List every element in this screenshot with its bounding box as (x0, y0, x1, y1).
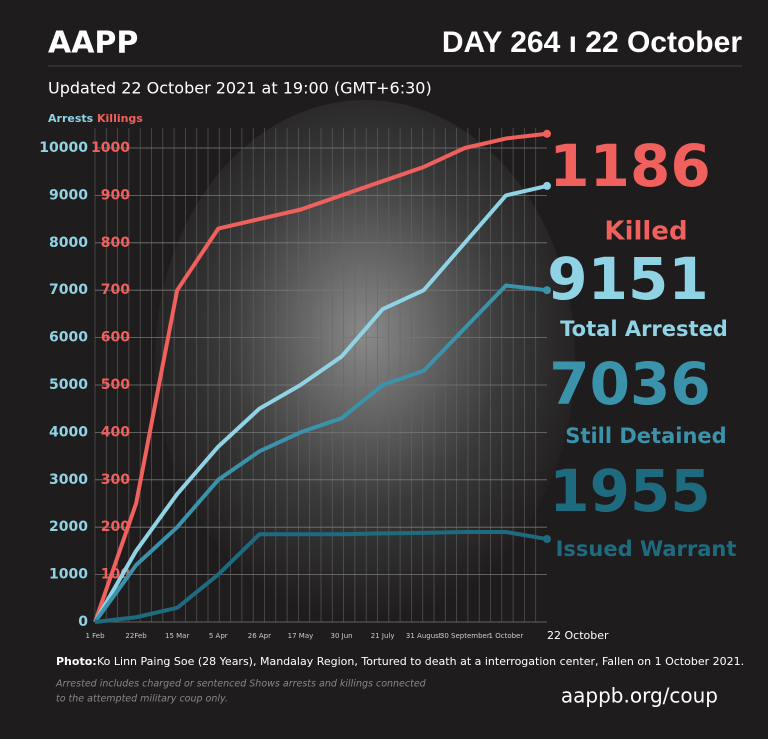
portrait-photo (155, 100, 575, 620)
y-tick-label: 7000 (49, 282, 88, 298)
stat-number: 1955 (549, 457, 710, 525)
x-tick-label: 5 Apr (209, 632, 228, 640)
y2-tick-label: 700 (101, 282, 130, 298)
photo-caption: Ko Linn Paing Soe (28 Years), Mandalay R… (97, 655, 744, 668)
x-tick-label: 21 July (371, 632, 395, 640)
x-tick-label: 1 Feb (85, 632, 105, 640)
y-tick-label: 9000 (49, 187, 88, 203)
y2-tick-label: 1000 (91, 140, 130, 156)
note: Arrested includes charged or sentenced S… (55, 679, 427, 690)
series-line (93, 183, 548, 624)
stat-number: 7036 (549, 350, 710, 418)
y2-tick-label: 900 (101, 187, 130, 203)
x-tick-label: 22 October (547, 629, 609, 642)
y2-tick-label: 400 (101, 424, 130, 440)
stat-label: Total Arrested (560, 317, 728, 341)
url: aappb.org/coup (561, 684, 718, 708)
y-tick-label: 1000 (49, 567, 88, 583)
stat-label: Still Detained (565, 424, 726, 448)
note: to the attempted military coup only. (56, 694, 228, 705)
stat-number: 1186 (549, 132, 710, 200)
y2-tick-label: 500 (101, 377, 130, 393)
day-title: DAY 264 ı 22 October (442, 26, 742, 59)
y-tick-label: 10000 (39, 140, 88, 156)
plot: 0 1000 2000 3000 4000 5000 6000 7000 8000 9000 100… (39, 128, 609, 642)
y-tick-label: 8000 (49, 235, 88, 251)
x-tick-label: 30 Jun (331, 632, 353, 640)
y-tick-label: 6000 (49, 330, 88, 346)
photo-label: Photo: (56, 655, 97, 668)
series-line (93, 283, 548, 624)
end-dot (543, 535, 551, 544)
x-tick-label: 1 October (489, 632, 524, 640)
y-tick-label: 0 (78, 614, 88, 630)
end-dot (543, 181, 551, 190)
end-dot (543, 286, 551, 295)
y2-axis-label: Killings (97, 112, 143, 125)
y-axis-label: Arrests (48, 112, 94, 125)
series-line (94, 529, 548, 624)
y-tick-label: 2000 (49, 519, 88, 535)
y-tick-label: 3000 (49, 472, 88, 488)
x-tick-label: 15 Mar (165, 632, 189, 640)
y-tick-label: 5000 (49, 377, 88, 393)
brand: AAPP (48, 26, 138, 61)
subtitle: Updated 22 October 2021 at 19:00 (GMT+6:… (48, 79, 432, 98)
y-tick-label: 4000 (49, 424, 88, 440)
end-dot (543, 129, 551, 138)
y2-tick-label: 800 (101, 235, 130, 251)
series-line (93, 131, 548, 623)
y2-tick-label: 200 (101, 519, 130, 535)
x-tick-label: 17 May (288, 632, 314, 640)
x-tick-label: 26 Apr (248, 632, 271, 640)
x-tick-label: 30 September (440, 632, 490, 640)
y2-tick-label: 300 (101, 472, 130, 488)
x-tick-label: 22Feb (125, 632, 147, 640)
x-tick-label: 31 August (406, 632, 442, 640)
stat-label: Killed (604, 217, 687, 247)
stat-label: Issued Warrant (556, 537, 737, 561)
stat-number: 9151 (547, 245, 708, 313)
y2-tick-label: 600 (101, 330, 130, 346)
